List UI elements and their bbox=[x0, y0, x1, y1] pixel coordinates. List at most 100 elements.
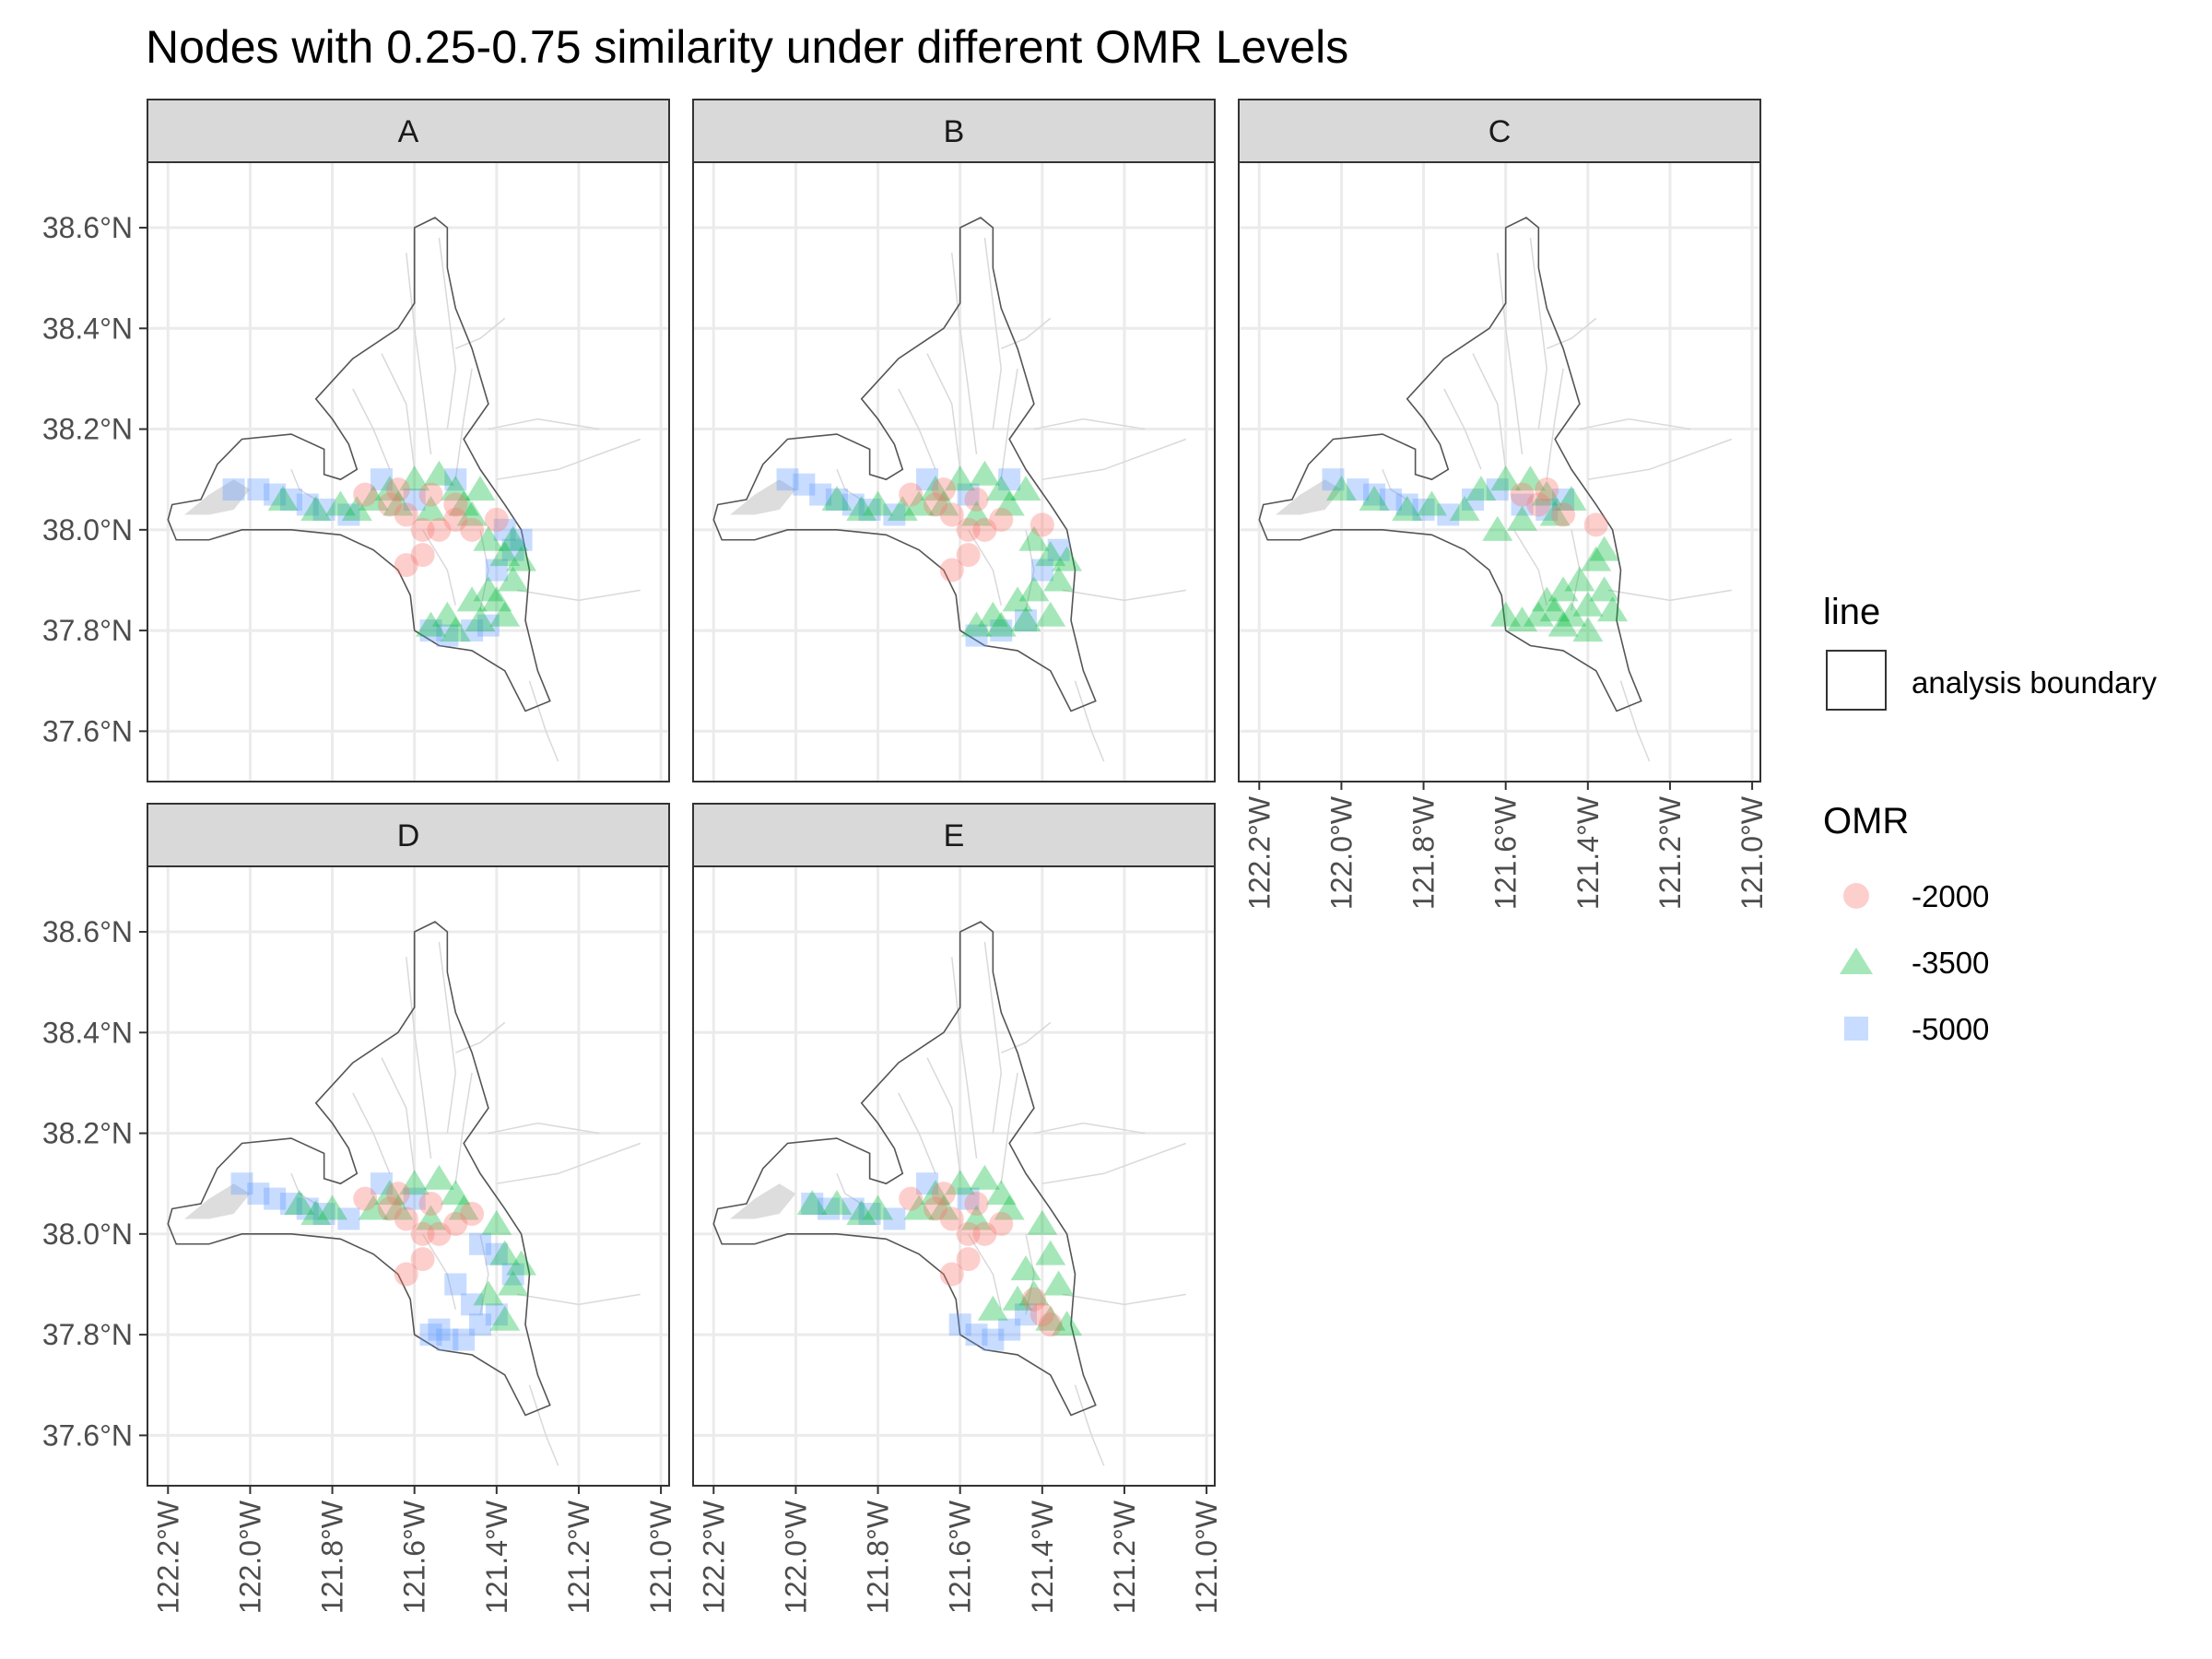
point-omr-5000 bbox=[279, 488, 302, 512]
point-omr-3500 bbox=[994, 490, 1025, 516]
facet-panels: A 37.6°N 37.8°N 38.0°N 38.2°N 38.4°N 38.6°N B C 1… bbox=[42, 99, 1769, 1614]
point-omr-3500 bbox=[473, 576, 504, 602]
point-omr-3500 bbox=[903, 490, 935, 516]
point-omr-2000 bbox=[443, 492, 468, 517]
point-omr-3500 bbox=[821, 486, 853, 512]
point-omr-3500 bbox=[1490, 465, 1522, 491]
point-omr-3500 bbox=[481, 586, 512, 612]
point-omr-3500 bbox=[1035, 541, 1066, 567]
analysis-boundary bbox=[167, 217, 551, 712]
waterway-line bbox=[898, 388, 936, 470]
point-omr-3500 bbox=[961, 611, 993, 637]
point-omr-3500 bbox=[1035, 601, 1066, 627]
facet-panel-C: C 122.2°W 122.0°W 121.8°W 121.6°W 121.4°W 121.… bbox=[1238, 99, 1769, 910]
point-omr-3500 bbox=[498, 566, 529, 592]
point-omr-3500 bbox=[440, 1180, 471, 1206]
point-omr-3500 bbox=[969, 460, 1000, 486]
point-omr-3500 bbox=[448, 490, 479, 516]
point-omr-3500 bbox=[1359, 486, 1390, 512]
point-omr-3500 bbox=[863, 490, 894, 516]
waterway-line bbox=[381, 353, 416, 470]
point-omr-3500 bbox=[1482, 515, 1513, 541]
waterway-line bbox=[438, 941, 457, 1134]
analysis-boundary bbox=[167, 921, 551, 1417]
waterway-line bbox=[951, 253, 978, 454]
point-omr-5000 bbox=[485, 559, 508, 582]
waterway-line bbox=[1546, 368, 1564, 480]
point-omr-2000 bbox=[964, 1192, 989, 1217]
waterway-line bbox=[926, 353, 961, 470]
point-omr-5000 bbox=[883, 503, 906, 526]
point-omr-3500 bbox=[1589, 535, 1620, 561]
point-omr-2000 bbox=[394, 553, 418, 578]
point-omr-2000 bbox=[956, 1221, 981, 1246]
point-omr-3500 bbox=[1556, 601, 1587, 627]
point-omr-5000 bbox=[998, 468, 1021, 491]
point-omr-3500 bbox=[399, 1170, 430, 1195]
point-omr-3500 bbox=[399, 465, 430, 491]
point-omr-3500 bbox=[1043, 1270, 1075, 1296]
waterway-line bbox=[438, 237, 457, 429]
point-omr-2000 bbox=[377, 492, 402, 517]
waterway-line bbox=[951, 957, 978, 1159]
point-omr-5000 bbox=[436, 1328, 459, 1351]
waterway-line bbox=[454, 368, 473, 480]
waterway-line bbox=[836, 1172, 863, 1205]
point-omr-3500 bbox=[416, 611, 447, 637]
bay-water-area bbox=[1276, 479, 1342, 515]
point-omr-2000 bbox=[394, 1262, 418, 1287]
legend-title-omr: OMR bbox=[1823, 801, 1909, 841]
point-omr-3500 bbox=[1002, 586, 1033, 612]
x-tick-label: 121.6°W bbox=[1489, 795, 1523, 910]
point-omr-3500 bbox=[456, 500, 488, 526]
point-omr-3500 bbox=[498, 1270, 529, 1296]
point-omr-2000 bbox=[1030, 512, 1054, 537]
point-omr-3500 bbox=[1010, 476, 1041, 501]
waterway-line bbox=[1472, 353, 1507, 470]
waterway-line bbox=[406, 957, 432, 1159]
point-omr-2000 bbox=[931, 1182, 956, 1206]
waterway-line bbox=[1000, 1072, 1018, 1184]
panel-content bbox=[167, 921, 641, 1466]
waterway-line bbox=[1497, 253, 1524, 454]
y-tick-label: 38.6°N bbox=[42, 211, 133, 244]
waterway-line bbox=[967, 529, 1002, 606]
point-omr-3500 bbox=[863, 1194, 894, 1220]
point-omr-5000 bbox=[1047, 538, 1070, 561]
legend-key-omr-3500 bbox=[1840, 947, 1873, 974]
waterway-line bbox=[454, 1072, 473, 1184]
point-omr-5000 bbox=[230, 1172, 253, 1195]
point-omr-5000 bbox=[312, 1202, 335, 1225]
point-omr-5000 bbox=[982, 1328, 1005, 1351]
point-omr-5000 bbox=[957, 483, 980, 506]
panel-content bbox=[1258, 217, 1733, 762]
point-omr-5000 bbox=[1437, 503, 1460, 526]
point-omr-3500 bbox=[1547, 576, 1579, 602]
waterway-line bbox=[1529, 237, 1548, 429]
point-omr-3500 bbox=[1564, 566, 1595, 592]
legend-label-omr-2000: -2000 bbox=[1912, 879, 1989, 913]
point-omr-5000 bbox=[841, 493, 865, 516]
waterway-line bbox=[983, 237, 1003, 429]
waterway-line bbox=[479, 1233, 489, 1315]
point-omr-2000 bbox=[394, 502, 418, 527]
waterway-line bbox=[421, 1233, 456, 1310]
facet-strip-label-A: A bbox=[398, 114, 419, 149]
x-tick-label: 121.2°W bbox=[562, 1500, 595, 1614]
legend-label-omr-3500: -3500 bbox=[1912, 946, 1989, 980]
point-omr-5000 bbox=[312, 498, 335, 521]
point-omr-5000 bbox=[990, 619, 1013, 642]
point-omr-3500 bbox=[1547, 611, 1579, 637]
point-omr-2000 bbox=[1526, 492, 1551, 517]
point-omr-5000 bbox=[1535, 498, 1559, 521]
y-tick-label: 38.4°N bbox=[42, 1016, 133, 1049]
bay-water-area bbox=[730, 479, 796, 515]
waterway-line bbox=[290, 468, 317, 500]
y-tick-label: 37.6°N bbox=[42, 1418, 133, 1452]
point-omr-3500 bbox=[416, 495, 447, 521]
point-omr-2000 bbox=[410, 1247, 435, 1272]
x-tick-label: 121.8°W bbox=[862, 1500, 895, 1614]
point-omr-2000 bbox=[899, 1186, 924, 1211]
x-tick-label: 122.2°W bbox=[151, 1500, 184, 1614]
point-omr-3500 bbox=[448, 1194, 479, 1220]
